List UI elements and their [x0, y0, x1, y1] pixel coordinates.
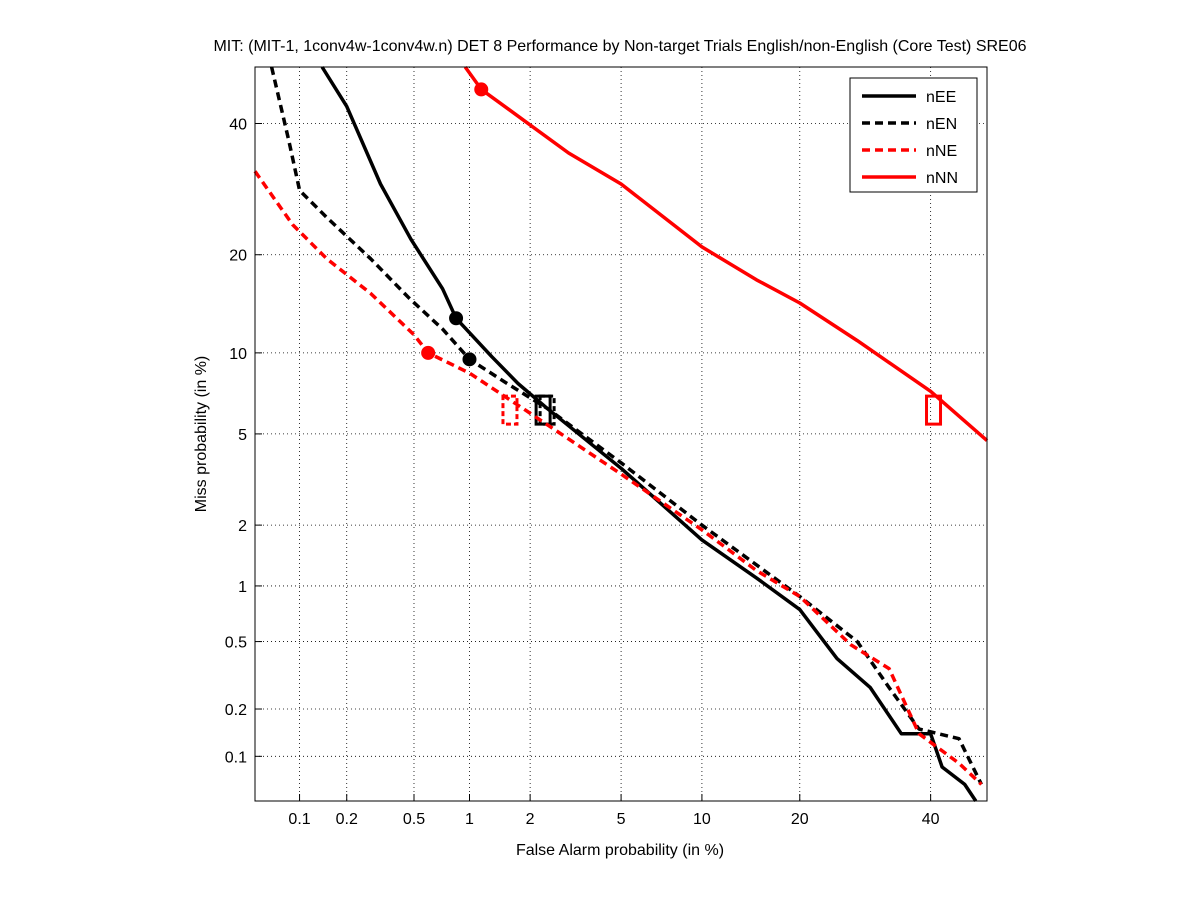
legend-label: nEE: [926, 89, 956, 106]
min-dcf-marker-nEN: [462, 352, 477, 367]
y-tick-label: 1: [238, 579, 247, 596]
x-axis-label: False Alarm probability (in %): [516, 842, 724, 859]
y-tick-label: 0.1: [225, 749, 247, 766]
legend-label: nNN: [926, 170, 958, 187]
x-tick-label: 1: [465, 811, 474, 828]
legend-label: nEN: [926, 116, 957, 133]
act-dcf-marker-nNE: [501, 394, 519, 426]
legend: nEE nEN nNE nNN: [849, 77, 978, 193]
y-tick-label: 10: [229, 346, 247, 363]
curves: [253, 65, 989, 802]
min-dcf-marker-nNN: [474, 82, 489, 97]
chart-title: MIT: (MIT-1, 1conv4w-1conv4w.n) DET 8 Pe…: [213, 38, 1026, 55]
y-tick-label: 2: [238, 518, 247, 535]
x-tick-label: 0.1: [288, 811, 310, 828]
y-tick-label: 40: [229, 117, 247, 134]
series-line-nNE: [253, 170, 983, 786]
series-line-nEE: [320, 66, 978, 802]
legend-label: nNE: [926, 143, 957, 160]
y-tick-label: 0.5: [225, 635, 247, 652]
act-dcf-marker-nNN: [925, 394, 943, 426]
y-tick-label: 0.2: [225, 702, 247, 719]
y-tick-label: 20: [229, 248, 247, 265]
x-tick-label: 5: [617, 811, 626, 828]
min-dcf-marker-nEE: [449, 311, 464, 326]
x-tick-label: 10: [693, 811, 711, 828]
series-line-nNN: [463, 65, 989, 442]
x-tick-label: 20: [791, 811, 809, 828]
series-line-nEN: [269, 66, 983, 786]
y-axis-label: Miss probability (in %): [193, 356, 210, 512]
x-tick-label: 40: [922, 811, 940, 828]
x-tick-label: 0.5: [403, 811, 425, 828]
x-tick-label: 2: [526, 811, 535, 828]
x-tick-label: 0.2: [336, 811, 358, 828]
ticks: 0.1 0.2 0.5 1 2 5 10 20 40 0.1 0.2 0.5 1 2 5 10 20 40: [225, 117, 940, 828]
y-tick-label: 5: [238, 427, 247, 444]
min-dcf-marker-nNE: [421, 345, 436, 360]
